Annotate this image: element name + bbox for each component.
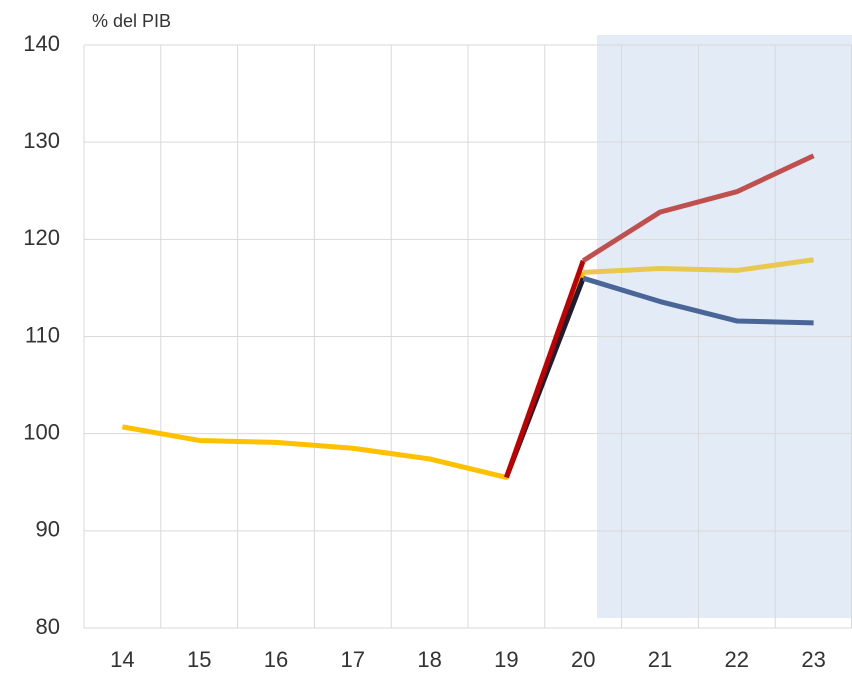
series-line <box>581 153 815 263</box>
y-tick-label: 110 <box>25 322 60 347</box>
x-tick-label: 18 <box>417 647 441 672</box>
series-line <box>504 259 586 479</box>
y-tick-label: 90 <box>36 517 60 542</box>
x-tick-label: 15 <box>187 647 211 672</box>
forecast-band <box>597 35 852 618</box>
y-tick-label: 80 <box>36 614 60 639</box>
x-tick-label: 14 <box>110 647 134 672</box>
y-tick-label: 120 <box>23 225 60 250</box>
x-tick-label: 23 <box>801 647 825 672</box>
y-tick-label: 140 <box>23 31 60 56</box>
y-tick-label: 100 <box>23 419 60 444</box>
x-tick-label: 20 <box>571 647 595 672</box>
series-line <box>582 275 814 326</box>
x-tick-label: 16 <box>264 647 288 672</box>
x-tick-label: 17 <box>341 647 365 672</box>
y-axis-label: % del PIB <box>92 11 171 31</box>
x-tick-label: 21 <box>648 647 672 672</box>
x-tick-label: 19 <box>494 647 518 672</box>
x-tick-label: 22 <box>725 647 749 672</box>
y-tick-label: 130 <box>23 128 60 153</box>
series-line <box>121 271 586 480</box>
series-line <box>583 257 814 275</box>
